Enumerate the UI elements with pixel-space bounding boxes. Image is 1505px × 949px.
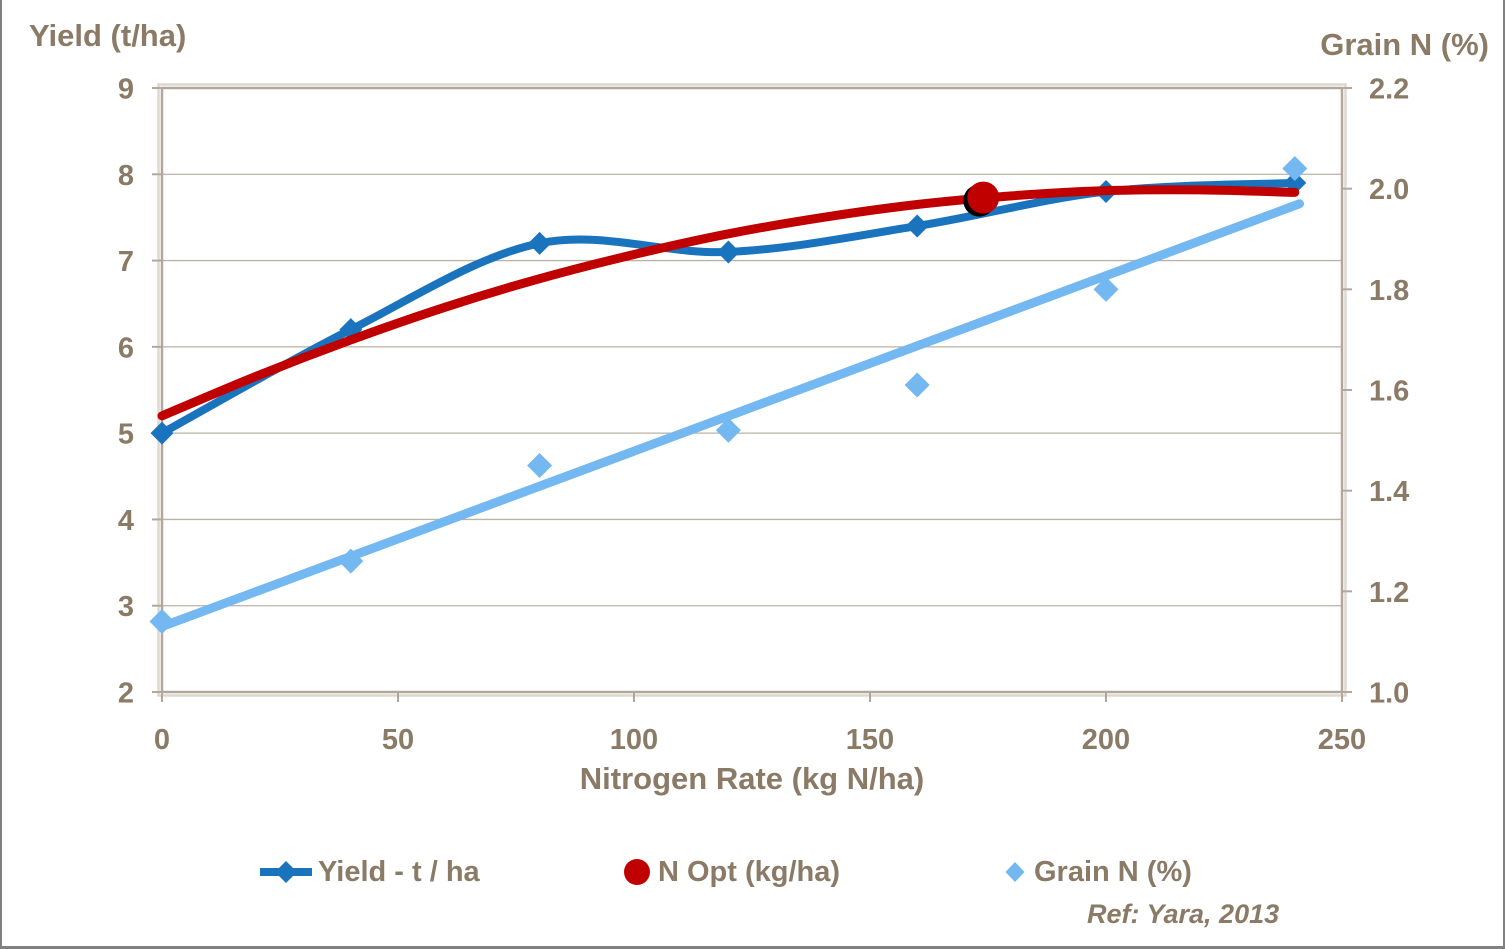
yield-point-marker <box>528 231 552 255</box>
yield-point-marker <box>905 214 929 238</box>
legend-label-yield: Yield - t / ha <box>318 855 480 888</box>
grain-n-point-marker <box>527 453 553 478</box>
nopt-series-marker-icon <box>624 859 650 885</box>
yield-line <box>158 178 1299 438</box>
nopt-curve <box>157 185 1300 421</box>
legend: Yield - t / ha N Opt (kg/ha) Grain N (%) <box>2 849 1503 895</box>
x-axis-tick-label: 200 <box>1082 724 1130 756</box>
grain-n-point-marker <box>1282 156 1308 182</box>
plot-frame <box>160 86 1344 694</box>
right-axis-tick-label: 1.4 <box>1369 476 1409 508</box>
left-axis-tick-label: 6 <box>118 332 134 364</box>
right-axis-title: Grain N (%) <box>1320 27 1489 62</box>
left-axis-tick-label: 2 <box>118 678 134 710</box>
grain-n-point-marker <box>715 417 741 443</box>
right-axis-tick-label: 2.0 <box>1369 174 1409 206</box>
right-axis-tick-label: 2.2 <box>1369 74 1409 106</box>
right-axis-tick-label: 1.6 <box>1369 376 1409 408</box>
grain-n-trendline <box>157 199 1305 632</box>
left-axis-tick-label: 7 <box>118 246 134 278</box>
grain-n-point-marker <box>904 372 930 398</box>
left-axis-title: Yield (t/ha) <box>29 18 187 53</box>
legend-label-nopt: N Opt (kg/ha) <box>658 855 841 888</box>
left-axis-tick-label: 9 <box>118 74 134 106</box>
grain-n-point-marker <box>149 609 175 635</box>
legend-item-grain-n: Grain N (%) <box>1002 849 1192 895</box>
yield-point-marker <box>716 240 740 264</box>
legend-item-nopt: N Opt (kg/ha) <box>622 849 840 895</box>
right-axis-tick-label: 1.0 <box>1369 678 1409 710</box>
legend-label-grain-n: Grain N (%) <box>1034 855 1192 888</box>
x-axis-tick-label: 50 <box>382 724 414 756</box>
left-axis-tick-label: 5 <box>118 419 134 451</box>
yield-point-marker <box>150 421 174 445</box>
x-axis-tick-label: 250 <box>1318 724 1366 756</box>
right-axis-tick-label: 1.8 <box>1369 275 1409 307</box>
left-axis-tick-label: 4 <box>118 505 134 537</box>
x-axis-tick-label: 0 <box>154 724 170 756</box>
right-axis-tick-label: 1.2 <box>1369 577 1409 609</box>
grain-n-point-marker <box>1093 276 1119 302</box>
reference-note: Ref: Yara, 2013 <box>1087 899 1280 929</box>
x-axis-title: Nitrogen Rate (kg N/ha) <box>579 761 925 796</box>
x-axis-tick-label: 150 <box>846 724 894 756</box>
left-axis-tick-label: 3 <box>118 591 134 623</box>
yield-series-marker-icon <box>260 861 312 883</box>
nopt-marker <box>967 181 1000 214</box>
plot-frame-highlight <box>157 83 1347 697</box>
legend-item-yield: Yield - t / ha <box>260 849 480 895</box>
grain-n-point-marker <box>338 548 364 574</box>
x-axis-tick-label: 100 <box>610 724 658 756</box>
left-axis-tick-label: 8 <box>118 160 134 192</box>
grain-n-series-marker-icon <box>1005 862 1025 882</box>
